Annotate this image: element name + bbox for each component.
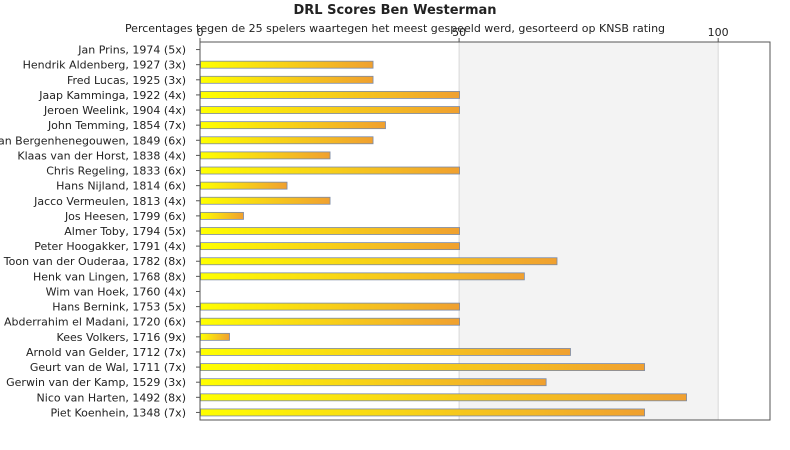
chart-title: DRL Scores Ben Westerman (293, 3, 497, 18)
bar (200, 363, 645, 371)
category-label: Toon van der Ouderaa, 1782 (8x) (3, 255, 186, 268)
category-label: Jos Heesen, 1799 (6x) (64, 210, 186, 223)
bar (200, 166, 460, 175)
x-tick-label: 100 (708, 26, 729, 39)
bar (200, 408, 645, 417)
category-label: Jan Prins, 1974 (5x) (77, 44, 186, 57)
bar (200, 393, 687, 402)
bar (200, 332, 230, 341)
chart-subtitle: Percentages tegen de 25 spelers waartege… (124, 22, 666, 35)
axes (196, 38, 771, 421)
category-label: John Temming, 1854 (7x) (47, 119, 186, 132)
category-label: Kees Volkers, 1716 (9x) (57, 331, 186, 344)
category-label: Hans Bernink, 1753 (5x) (52, 301, 186, 314)
bars (200, 60, 687, 417)
bar (200, 348, 571, 356)
x-tick-label: 0 (197, 26, 204, 39)
bar (200, 272, 525, 281)
category-label: Almer Toby, 1794 (5x) (64, 225, 186, 238)
category-label: Gerwin van der Kamp, 1529 (3x) (6, 376, 186, 389)
bar (200, 75, 374, 84)
bar (200, 91, 460, 99)
category-label: Geurt van de Wal, 1711 (7x) (30, 361, 186, 374)
category-label: Henk van Lingen, 1768 (8x) (33, 270, 186, 283)
category-label: Fred Lucas, 1925 (3x) (67, 74, 186, 87)
category-label: Jacco Vermeulen, 1813 (4x) (33, 195, 186, 208)
bar (200, 302, 460, 311)
x-tick-label: 50 (452, 26, 466, 39)
category-label: Nico van Harten, 1492 (8x) (37, 391, 186, 404)
category-label: Wim van Hoek, 1760 (4x) (46, 285, 186, 298)
category-label: Piet Koenhein, 1348 (7x) (50, 406, 186, 419)
bar (200, 257, 558, 266)
bar (200, 60, 374, 69)
bar (200, 317, 460, 326)
category-label: Abderrahim el Madani, 1720 (6x) (4, 316, 186, 329)
bar (200, 196, 331, 205)
category-label: Jaap Kamminga, 1922 (4x) (38, 89, 186, 102)
category-label: van Bergenhenegouwen, 1849 (6x) (0, 134, 186, 147)
plot-band (459, 42, 719, 420)
category-labels: Jan Prins, 1974 (5x) Hendrik Aldenberg, 1… (0, 44, 186, 420)
bar (200, 136, 374, 145)
category-label: Jeroen Weelink, 1904 (4x) (43, 104, 186, 117)
bar (200, 106, 460, 114)
category-label: Klaas van der Horst, 1838 (4x) (17, 149, 186, 162)
bar (200, 227, 460, 235)
bar (200, 242, 460, 251)
bar (200, 211, 244, 220)
category-label: Peter Hoogakker, 1791 (4x) (34, 240, 186, 253)
bar (200, 151, 331, 160)
category-label: Hendrik Aldenberg, 1927 (3x) (23, 59, 186, 72)
category-label: Hans Nijland, 1814 (6x) (56, 180, 186, 193)
x-tick-labels: 0 50 100 (197, 26, 729, 39)
bar (200, 121, 386, 130)
bar (200, 378, 547, 387)
category-label: Arnold van Gelder, 1712 (7x) (26, 346, 186, 359)
category-label: Chris Regeling, 1833 (6x) (46, 165, 186, 178)
bar (200, 181, 288, 190)
